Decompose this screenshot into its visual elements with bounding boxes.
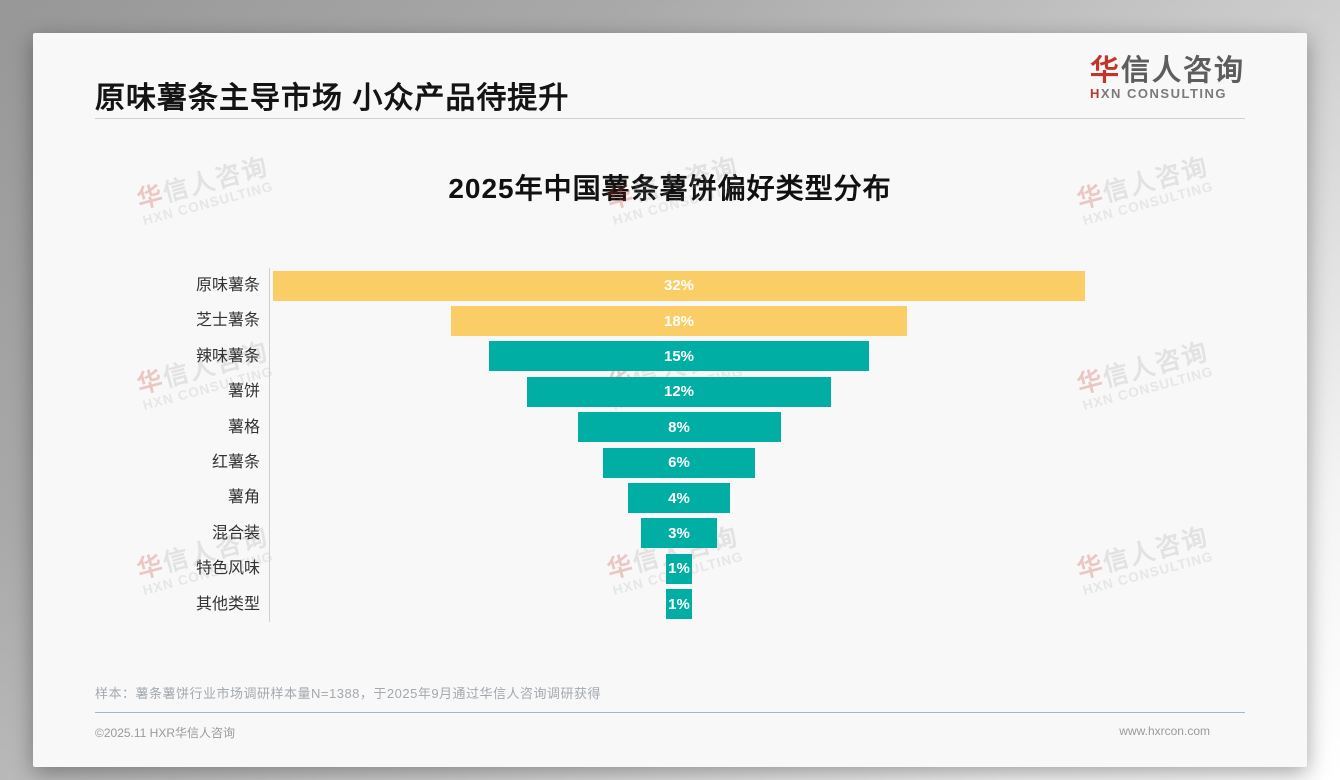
bar-zone: 4% — [270, 480, 1307, 515]
chart-row: 薯格 8% — [33, 409, 1307, 445]
website-link[interactable]: www.hxrcon.com — [1119, 724, 1210, 738]
funnel-bar: 6% — [602, 447, 756, 478]
bar-zone: 6% — [270, 445, 1307, 480]
category-label: 其他类型 — [33, 586, 270, 622]
sample-note: 样本：薯条薯饼行业市场调研样本量N=1388，于2025年9月通过华信人咨询调研… — [95, 686, 602, 701]
chart-row: 原味薯条 32% — [33, 268, 1307, 304]
funnel-bar: 8% — [577, 412, 781, 443]
chart-row: 特色风味 1% — [33, 551, 1307, 587]
bar-value-label: 32% — [663, 277, 695, 295]
funnel-bar: 4% — [628, 483, 730, 514]
footer-divider — [95, 712, 1245, 713]
chart-row: 薯角 4% — [33, 480, 1307, 516]
category-label: 辣味薯条 — [33, 338, 270, 375]
chart-title: 2025年中国薯条薯饼偏好类型分布 — [448, 173, 892, 204]
chart-row: 芝士薯条 18% — [33, 303, 1307, 339]
category-label: 红薯条 — [33, 444, 270, 481]
bar-zone: 15% — [270, 339, 1307, 374]
funnel-bar: 15% — [488, 341, 870, 372]
bar-value-label: 1% — [668, 560, 690, 578]
company-logo: 华信人咨询 HXN CONSULTING — [1090, 55, 1245, 101]
page-title: 原味薯条主导市场 小众产品待提升 — [95, 82, 570, 115]
bar-zone: 1% — [270, 587, 1307, 622]
chart-row: 薯饼 12% — [33, 374, 1307, 410]
bar-zone: 12% — [270, 374, 1307, 409]
bar-zone: 8% — [270, 410, 1307, 445]
bar-zone: 1% — [270, 551, 1307, 586]
bar-value-label: 12% — [663, 383, 695, 401]
category-label: 原味薯条 — [33, 268, 270, 304]
category-label: 薯角 — [33, 480, 270, 516]
footer: ©2025.11 HXR华信人咨询 www.hxrcon.com — [33, 712, 1307, 767]
header-divider — [95, 118, 1245, 119]
bar-zone: 32% — [270, 268, 1307, 303]
chart-row: 其他类型 1% — [33, 586, 1307, 622]
funnel-bar: 12% — [526, 376, 832, 407]
bar-value-label: 4% — [668, 489, 690, 507]
chart-row: 辣味薯条 15% — [33, 338, 1307, 375]
report-card: 原味薯条主导市场 小众产品待提升 华信人咨询 HXN CONSULTING 20… — [33, 33, 1307, 767]
category-label: 薯格 — [33, 409, 270, 445]
funnel-bar: 1% — [666, 553, 692, 584]
bar-zone: 3% — [270, 516, 1307, 551]
funnel-bar: 3% — [640, 518, 718, 549]
bar-value-label: 3% — [668, 524, 690, 542]
funnel-bar: 32% — [273, 270, 1085, 301]
bar-value-label: 1% — [668, 595, 690, 613]
category-label: 芝士薯条 — [33, 303, 270, 339]
category-label: 特色风味 — [33, 551, 270, 587]
bar-value-label: 6% — [668, 454, 690, 472]
funnel-bar: 1% — [666, 589, 692, 620]
copyright-text: ©2025.11 HXR华信人咨询 — [95, 726, 235, 740]
funnel-chart: 原味薯条 32% 芝士薯条 18% 辣味薯条 15% 薯饼 12% 薯格 8% 红薯条 6% 薯角 4% 混… — [33, 268, 1307, 622]
chart-row: 红薯条 6% — [33, 444, 1307, 481]
bar-value-label: 8% — [668, 418, 690, 436]
logo-chinese-text: 华信人咨询 — [1089, 55, 1245, 87]
category-label: 混合装 — [33, 515, 270, 552]
bar-value-label: 15% — [663, 347, 695, 365]
logo-english-text: HXN CONSULTING — [1089, 86, 1228, 102]
chart-row: 混合装 3% — [33, 515, 1307, 552]
category-label: 薯饼 — [33, 374, 270, 410]
bar-value-label: 18% — [663, 312, 695, 330]
bar-zone: 18% — [270, 303, 1307, 338]
funnel-bar: 18% — [450, 306, 908, 337]
